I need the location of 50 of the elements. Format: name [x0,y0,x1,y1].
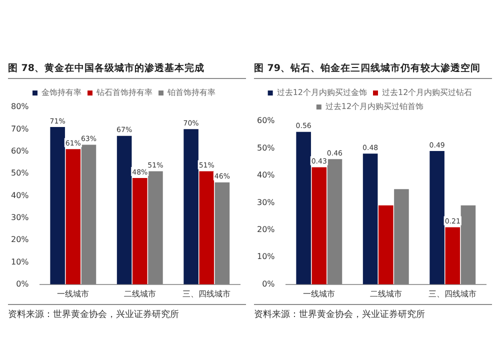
chart-title: 图 78、黄金在中国各级城市的渗透基本完成 [8,60,246,79]
y-tick-label: 0% [262,279,276,288]
x-tick-label: 一线城市 [57,289,90,298]
y-tick-label: 80% [11,102,30,112]
legend-label: 金饰持有率 [42,88,82,98]
y-tick-label: 40% [257,170,276,180]
bar [66,149,81,284]
bar [430,150,444,284]
bar [445,227,460,284]
bar [184,129,198,284]
bar [460,205,476,284]
text: 资料来源：世界黄金协会，兴业证券研究所 [8,304,246,321]
y-tick-label: 20% [11,235,30,244]
y-tick-label: 20% [257,225,276,234]
legend-label: 过去12个月内购买过铂首饰 [325,102,424,112]
legend-label: 钻石首饰持有率 [96,88,152,98]
y-tick-label: 10% [11,257,30,266]
x-tick-label: 二线城市 [370,289,402,298]
y-tick-label: 10% [257,252,276,262]
bar [394,189,409,284]
y-tick-label: 0% [16,279,30,288]
x-tick-label: 一线城市 [303,289,336,298]
y-tick-label: 50% [11,168,30,178]
y-tick-label: 30% [257,198,276,207]
y-tick-label: 30% [11,212,30,222]
bar [148,171,163,284]
x-tick-label: 二线城市 [124,289,156,298]
y-tick-label: 60% [11,146,30,156]
bar [312,167,327,284]
chart-title: 图 79、钻石、铂金在三四线城市仍有较大渗透空间 [254,60,492,79]
y-tick-label: 60% [257,116,276,126]
legend-label: 过去12个月内购买过金饰 [276,88,368,98]
bar [378,205,394,284]
bar [362,154,378,284]
x-tick-label: 三、四线城市 [182,289,231,298]
bar [199,171,214,284]
bar [132,178,148,284]
y-tick-label: 70% [11,124,30,134]
bar [81,144,96,284]
legend-label: 铂首饰持有率 [166,88,216,98]
bar [214,182,230,284]
text: 资料来源：世界黄金协会，兴业证券研究所 [254,304,492,321]
bar [116,136,132,284]
x-tick-label: 三、四线城市 [428,289,477,298]
y-tick-label: 50% [257,143,276,152]
y-tick-label: 40% [11,190,30,200]
legend-label: 过去12个月内购买过钻石 [382,88,472,98]
bar [327,159,342,284]
bar [50,126,65,284]
bar [296,132,311,284]
